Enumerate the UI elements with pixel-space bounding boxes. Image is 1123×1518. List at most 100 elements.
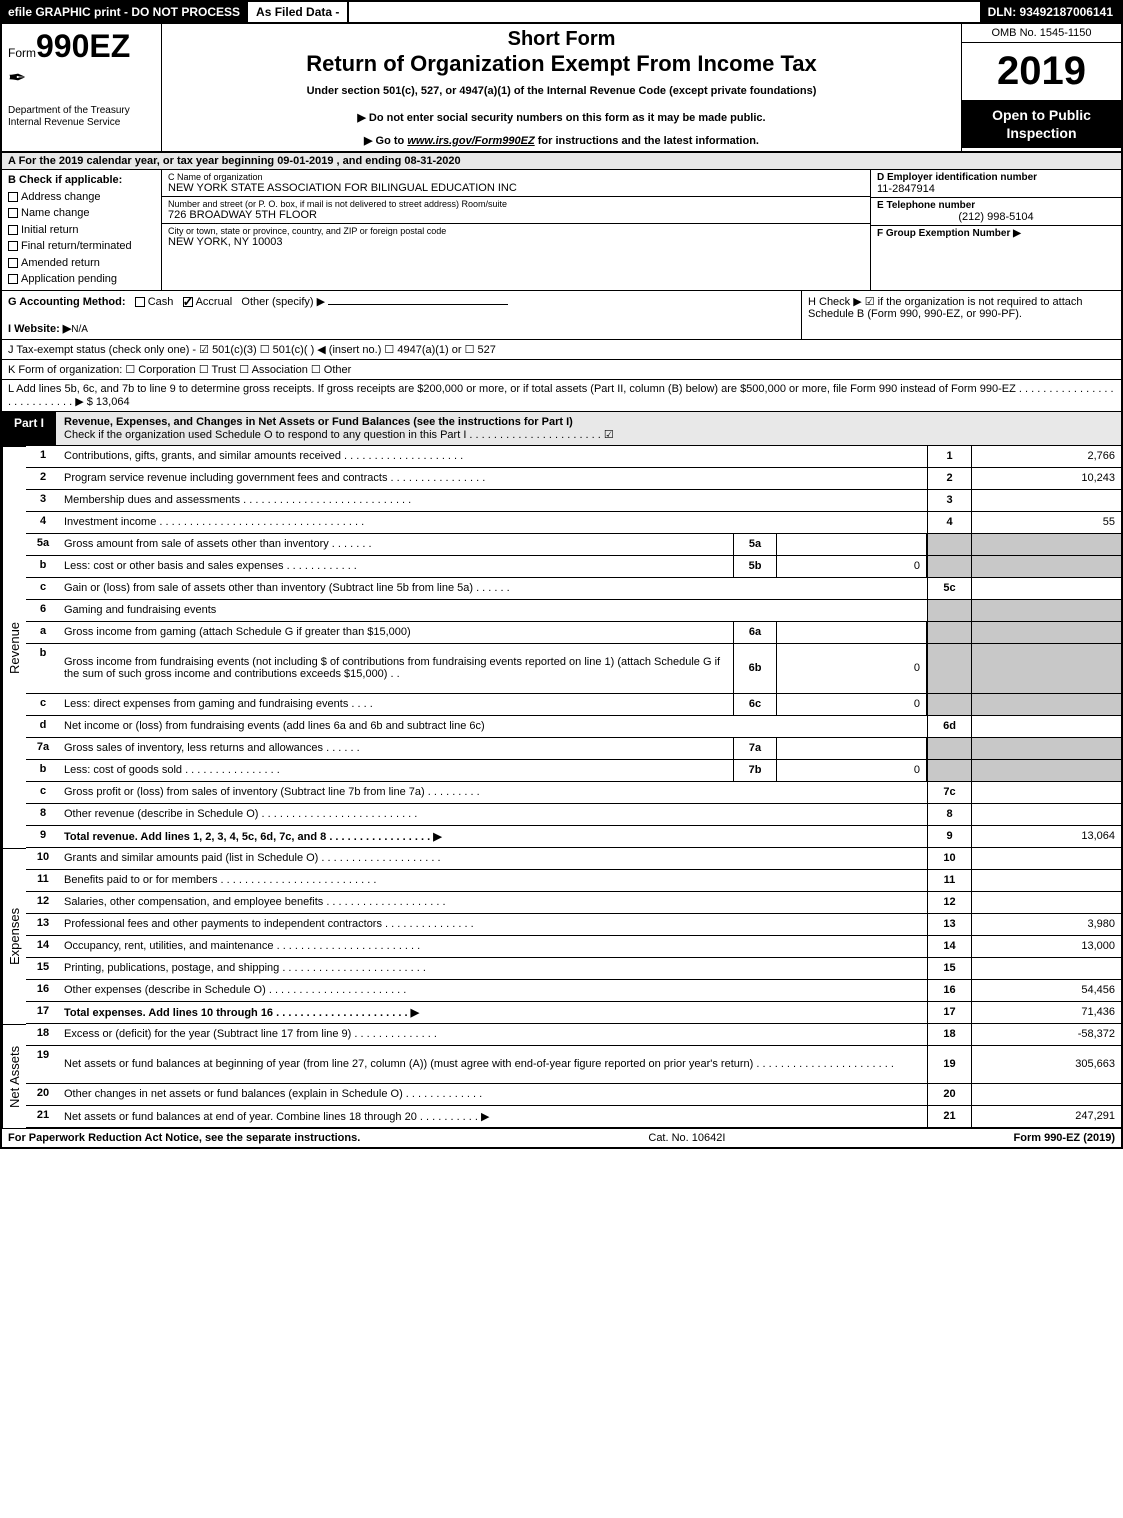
footer-right: Form 990-EZ (2019) xyxy=(1014,1132,1115,1144)
netassets-table: Net Assets 18Excess or (deficit) for the… xyxy=(0,1024,1123,1128)
col-c-org-info: C Name of organization NEW YORK STATE AS… xyxy=(162,170,871,290)
part-1-header: Part I Revenue, Expenses, and Changes in… xyxy=(0,412,1123,446)
line-9: 9Total revenue. Add lines 1, 2, 3, 4, 5c… xyxy=(26,826,1121,848)
row-k-org-form: K Form of organization: ☐ Corporation ☐ … xyxy=(0,360,1123,380)
part-1-title: Revenue, Expenses, and Changes in Net As… xyxy=(64,416,573,428)
line-6d: dNet income or (loss) from fundraising e… xyxy=(26,716,1121,738)
link-pre: ▶ Go to xyxy=(364,135,407,147)
cb-application-pending[interactable]: Application pending xyxy=(8,271,155,288)
line-6c: cLess: direct expenses from gaming and f… xyxy=(26,694,1121,716)
cb-amended-return[interactable]: Amended return xyxy=(8,255,155,272)
dln-number: DLN: 93492187006141 xyxy=(980,2,1121,22)
line-6a: aGross income from gaming (attach Schedu… xyxy=(26,622,1121,644)
as-filed-value xyxy=(349,2,979,22)
form-title: Return of Organization Exempt From Incom… xyxy=(170,51,953,77)
revenue-body: 1Contributions, gifts, grants, and simil… xyxy=(26,446,1121,848)
expenses-table: Expenses 10Grants and similar amounts pa… xyxy=(0,848,1123,1024)
line-7b: bLess: cost of goods sold . . . . . . . … xyxy=(26,760,1121,782)
netassets-body: 18Excess or (deficit) for the year (Subt… xyxy=(26,1024,1121,1128)
b-label: B Check if applicable: xyxy=(8,172,155,189)
cb-address-change[interactable]: Address change xyxy=(8,189,155,206)
line-7c: cGross profit or (loss) from sales of in… xyxy=(26,782,1121,804)
org-name-value: NEW YORK STATE ASSOCIATION FOR BILINGUAL… xyxy=(168,182,864,194)
part-1-tab: Part I xyxy=(2,412,56,445)
row-l-gross-receipts: L Add lines 5b, 6c, and 7b to line 9 to … xyxy=(0,380,1123,412)
ssn-warning: ▶ Do not enter social security numbers o… xyxy=(170,111,953,124)
line-17: 17Total expenses. Add lines 10 through 1… xyxy=(26,1002,1121,1024)
part-1-title-block: Revenue, Expenses, and Changes in Net As… xyxy=(56,412,1121,445)
website-value: N/A xyxy=(71,324,88,335)
form-number: 990EZ xyxy=(36,28,130,64)
line-5c: cGain or (loss) from sale of assets othe… xyxy=(26,578,1121,600)
section-gh: G Accounting Method: Cash Accrual Other … xyxy=(0,291,1123,340)
revenue-table: Revenue 1Contributions, gifts, grants, a… xyxy=(0,446,1123,848)
line-18: 18Excess or (deficit) for the year (Subt… xyxy=(26,1024,1121,1046)
cb-cash[interactable] xyxy=(135,297,145,307)
i-label: I Website: ▶ xyxy=(8,323,71,335)
line-5b: bLess: cost or other basis and sales exp… xyxy=(26,556,1121,578)
phone-value: (212) 998-5104 xyxy=(877,211,1115,223)
org-city-value: NEW YORK, NY 10003 xyxy=(168,236,864,248)
line-2: 2Program service revenue including gover… xyxy=(26,468,1121,490)
group-exemption-label: F Group Exemption Number ▶ xyxy=(877,228,1115,239)
line-20: 20Other changes in net assets or fund ba… xyxy=(26,1084,1121,1106)
line-4: 4Investment income . . . . . . . . . . .… xyxy=(26,512,1121,534)
org-city-label: City or town, state or province, country… xyxy=(168,226,864,236)
cb-final-return[interactable]: Final return/terminated xyxy=(8,238,155,255)
line-6: 6Gaming and fundraising events xyxy=(26,600,1121,622)
top-bar: efile GRAPHIC print - DO NOT PROCESS As … xyxy=(0,0,1123,24)
section-bcdef: B Check if applicable: Address change Na… xyxy=(0,170,1123,291)
cb-initial-return[interactable]: Initial return xyxy=(8,222,155,239)
department-label: Department of the Treasury Internal Reve… xyxy=(8,105,155,129)
g-label: G Accounting Method: xyxy=(8,296,126,308)
line-7a: 7aGross sales of inventory, less returns… xyxy=(26,738,1121,760)
irs-seal-icon: ✒ xyxy=(8,65,155,91)
form-subtitle: Under section 501(c), 527, or 4947(a)(1)… xyxy=(170,85,953,97)
org-name-label: C Name of organization xyxy=(168,172,864,182)
line-6b: bGross income from fundraising events (n… xyxy=(26,644,1121,694)
line-11: 11Benefits paid to or for members . . . … xyxy=(26,870,1121,892)
row-j-tax-exempt: J Tax-exempt status (check only one) - ☑… xyxy=(0,340,1123,360)
phone-cell: E Telephone number (212) 998-5104 xyxy=(871,198,1121,226)
line-13: 13Professional fees and other payments t… xyxy=(26,914,1121,936)
efile-notice: efile GRAPHIC print - DO NOT PROCESS xyxy=(2,2,246,22)
line-5a: 5aGross amount from sale of assets other… xyxy=(26,534,1121,556)
header-right: OMB No. 1545-1150 2019 Open to Public In… xyxy=(961,24,1121,151)
footer-mid: Cat. No. 10642I xyxy=(648,1132,725,1144)
ein-value: 11-2847914 xyxy=(877,183,1115,195)
line-12: 12Salaries, other compensation, and empl… xyxy=(26,892,1121,914)
col-b-checkboxes: B Check if applicable: Address change Na… xyxy=(2,170,162,290)
cb-accrual[interactable] xyxy=(183,297,193,307)
line-8: 8Other revenue (describe in Schedule O) … xyxy=(26,804,1121,826)
open-inspection: Open to Public Inspection xyxy=(962,100,1121,148)
org-city-cell: City or town, state or province, country… xyxy=(162,224,870,250)
header-left: Form990EZ ✒ Department of the Treasury I… xyxy=(2,24,162,151)
form-prefix: Form xyxy=(8,46,36,60)
accounting-method: G Accounting Method: Cash Accrual Other … xyxy=(2,291,801,339)
row-a-tax-year: A For the 2019 calendar year, or tax yea… xyxy=(0,153,1123,170)
footer-left: For Paperwork Reduction Act Notice, see … xyxy=(8,1132,360,1144)
line-10: 10Grants and similar amounts paid (list … xyxy=(26,848,1121,870)
org-address-cell: Number and street (or P. O. box, if mail… xyxy=(162,197,870,224)
ein-label: D Employer identification number xyxy=(877,172,1115,183)
short-form-label: Short Form xyxy=(170,28,953,51)
line-14: 14Occupancy, rent, utilities, and mainte… xyxy=(26,936,1121,958)
expenses-body: 10Grants and similar amounts paid (list … xyxy=(26,848,1121,1024)
cb-name-change[interactable]: Name change xyxy=(8,205,155,222)
page-footer: For Paperwork Reduction Act Notice, see … xyxy=(0,1128,1123,1149)
irs-link[interactable]: www.irs.gov/Form990EZ xyxy=(407,135,534,147)
omb-number: OMB No. 1545-1150 xyxy=(962,24,1121,43)
instructions-link-row: ▶ Go to www.irs.gov/Form990EZ for instru… xyxy=(170,134,953,147)
form-header: Form990EZ ✒ Department of the Treasury I… xyxy=(0,24,1123,153)
org-name-cell: C Name of organization NEW YORK STATE AS… xyxy=(162,170,870,197)
line-1: 1Contributions, gifts, grants, and simil… xyxy=(26,446,1121,468)
line-21: 21Net assets or fund balances at end of … xyxy=(26,1106,1121,1128)
line-19: 19Net assets or fund balances at beginni… xyxy=(26,1046,1121,1084)
link-post: for instructions and the latest informat… xyxy=(535,135,759,147)
header-center: Short Form Return of Organization Exempt… xyxy=(162,24,961,151)
phone-label: E Telephone number xyxy=(877,200,1115,211)
ein-cell: D Employer identification number 11-2847… xyxy=(871,170,1121,198)
as-filed-label: As Filed Data - xyxy=(246,2,349,22)
group-exemption-cell: F Group Exemption Number ▶ xyxy=(871,226,1121,241)
other-method-input[interactable] xyxy=(328,304,508,305)
